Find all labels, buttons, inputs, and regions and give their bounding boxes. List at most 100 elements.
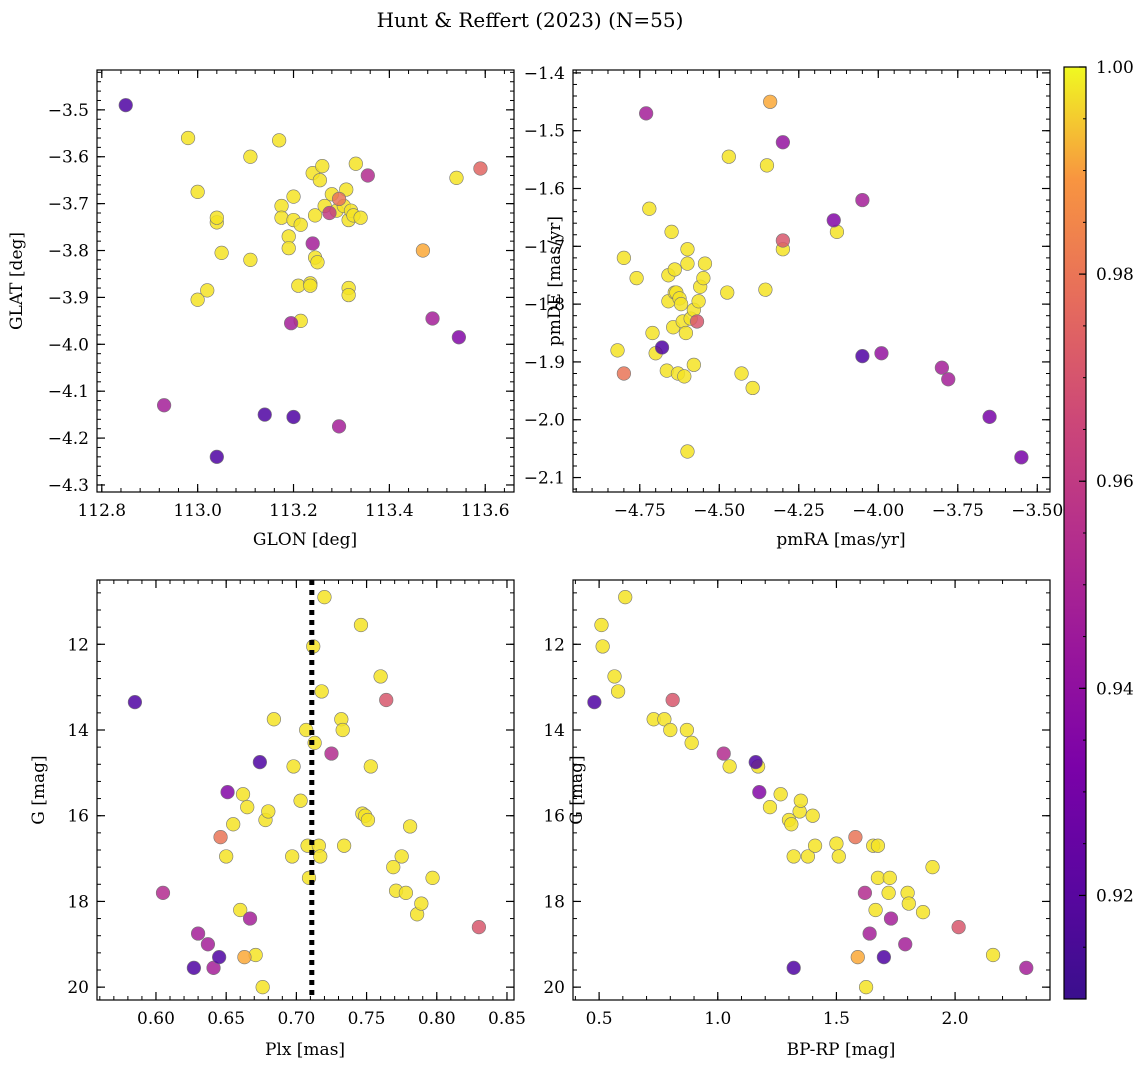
data-point bbox=[310, 255, 325, 270]
x-tick-label: 0.80 bbox=[418, 1009, 456, 1029]
data-point bbox=[784, 817, 799, 832]
data-point bbox=[286, 409, 301, 425]
x-tick-label: 0.75 bbox=[348, 1009, 386, 1029]
y-tick-label: −3.9 bbox=[48, 288, 89, 308]
data-point bbox=[587, 695, 602, 710]
data-point bbox=[335, 722, 350, 738]
data-point bbox=[667, 262, 682, 277]
data-point bbox=[398, 885, 413, 900]
data-point bbox=[285, 849, 300, 864]
y-tick-label: −3.5 bbox=[48, 101, 89, 121]
panel-bprp-g: 0.5 1.0 1.5 2.0 12 14 16 18 20 BP-RP [mag] G [mag] bbox=[543, 579, 1051, 1060]
data-point bbox=[237, 950, 252, 965]
x-tick-label: −4.75 bbox=[614, 501, 666, 521]
data-point bbox=[451, 330, 466, 345]
data-point bbox=[200, 937, 216, 952]
data-point bbox=[363, 759, 378, 774]
data-point bbox=[941, 372, 956, 387]
data-point bbox=[882, 870, 897, 885]
y-tick-label: −2.1 bbox=[524, 469, 565, 489]
data-point bbox=[255, 980, 270, 995]
data-point bbox=[403, 819, 418, 834]
data-point bbox=[394, 849, 409, 864]
data-point bbox=[642, 201, 657, 216]
x-tick-label: 0.85 bbox=[488, 1009, 526, 1029]
data-point bbox=[680, 444, 695, 459]
data-point bbox=[214, 245, 229, 260]
panel-pmra-pmde: −4.75 −4.50 −4.25 −4.00 −3.75 −3.50 −1.4 −1.5 −1… bbox=[524, 64, 1064, 550]
data-point bbox=[386, 860, 401, 875]
data-point bbox=[233, 902, 248, 918]
data-point bbox=[663, 722, 678, 738]
x-tick-label: 112.8 bbox=[77, 501, 126, 521]
x-axis-label: pmRA [mas/yr] bbox=[776, 530, 905, 550]
data-point bbox=[257, 407, 272, 422]
y-tick-label: 16 bbox=[543, 807, 565, 827]
data-point bbox=[657, 712, 672, 727]
colorbar: 0.92 0.94 0.96 0.98 1.00 bbox=[1063, 58, 1134, 1000]
axes-frame bbox=[572, 579, 1051, 1001]
data-point bbox=[985, 947, 1001, 963]
data-point bbox=[286, 189, 301, 204]
data-point bbox=[360, 168, 375, 183]
y-axis-label: GLAT [deg] bbox=[7, 232, 27, 330]
data-point bbox=[629, 271, 644, 286]
data-point bbox=[645, 325, 660, 341]
colorbar-tick-label: 1.00 bbox=[1096, 58, 1134, 78]
data-point bbox=[850, 950, 865, 965]
data-point bbox=[800, 849, 816, 864]
data-point bbox=[793, 793, 808, 808]
data-point bbox=[209, 210, 224, 225]
axes-frame bbox=[96, 579, 515, 1001]
data-point bbox=[721, 149, 736, 164]
x-tick-label: −3.50 bbox=[1011, 501, 1063, 521]
data-point bbox=[696, 271, 711, 286]
y-tick-label: 14 bbox=[67, 721, 89, 741]
data-point bbox=[281, 241, 296, 256]
colorbar-tick-label: 0.98 bbox=[1096, 265, 1134, 285]
y-tick-label: 18 bbox=[543, 892, 565, 912]
data-point bbox=[762, 800, 778, 815]
data-point bbox=[360, 812, 376, 828]
y-tick-label: 20 bbox=[543, 978, 565, 998]
data-point bbox=[293, 793, 308, 808]
data-point bbox=[716, 746, 731, 761]
x-tick-label: 113.6 bbox=[461, 501, 510, 521]
x-axis-label: GLON [deg] bbox=[253, 530, 357, 550]
data-point bbox=[786, 849, 801, 864]
y-tick-label: −2.0 bbox=[524, 411, 565, 431]
y-tick-label: 20 bbox=[67, 978, 89, 998]
data-point bbox=[697, 256, 713, 271]
data-point bbox=[261, 804, 276, 819]
data-point bbox=[807, 838, 823, 853]
data-point bbox=[272, 133, 287, 148]
data-point bbox=[870, 870, 886, 885]
data-point bbox=[127, 695, 143, 710]
x-tick-label: 0.70 bbox=[277, 1009, 315, 1029]
data-point bbox=[353, 210, 368, 225]
data-point bbox=[901, 896, 916, 911]
data-point bbox=[898, 937, 913, 952]
data-point bbox=[118, 98, 133, 113]
data-point bbox=[654, 340, 670, 355]
y-tick-label: −1.7 bbox=[524, 237, 565, 257]
x-tick-label: 113.0 bbox=[173, 501, 222, 521]
y-tick-label: 14 bbox=[543, 721, 565, 741]
data-point bbox=[213, 830, 228, 845]
y-tick-label: −4.0 bbox=[48, 335, 89, 355]
data-point bbox=[691, 294, 706, 309]
data-point bbox=[763, 94, 778, 109]
data-point bbox=[686, 357, 701, 372]
x-tick-label: 1.0 bbox=[704, 1009, 731, 1029]
data-point bbox=[190, 926, 206, 941]
data-point bbox=[934, 360, 949, 375]
data-point bbox=[425, 311, 440, 326]
data-point bbox=[616, 250, 631, 265]
colorbar-tick-label: 0.96 bbox=[1096, 472, 1134, 492]
data-point bbox=[331, 191, 347, 207]
y-tick-label: 16 bbox=[67, 807, 89, 827]
data-point bbox=[353, 617, 369, 633]
data-point bbox=[186, 960, 201, 975]
x-tick-label: −3.75 bbox=[932, 501, 984, 521]
